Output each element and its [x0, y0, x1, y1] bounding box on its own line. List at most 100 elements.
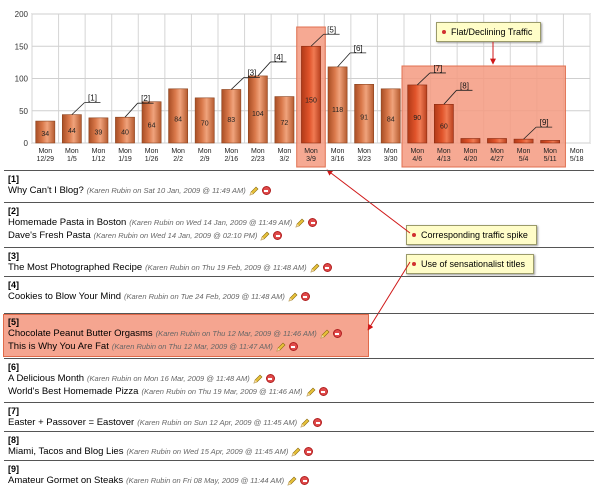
x-tick-label: 4/27 — [490, 156, 504, 163]
entry-group: [7] Easter + Passover = Eastover (Karen Ru… — [4, 402, 594, 428]
delete-icon[interactable] — [261, 186, 271, 195]
bar-value-label: 34 — [41, 131, 49, 138]
edit-pencil-icon[interactable] — [300, 418, 310, 428]
delete-icon[interactable] — [313, 418, 323, 427]
edit-pencil-icon[interactable] — [253, 374, 263, 384]
post-title[interactable]: Cookies to Blow Your Mind — [8, 291, 122, 302]
x-tick-label: 1/12 — [92, 156, 106, 163]
post-entry: World's Best Homemade Pizza (Karen Rubin … — [8, 386, 328, 397]
bar — [194, 97, 215, 144]
delete-icon[interactable] — [300, 476, 310, 485]
x-tick-label: Mon — [357, 148, 371, 155]
bar — [380, 88, 401, 144]
annotation-label: [9] — [540, 118, 549, 127]
edit-pencil-icon[interactable] — [260, 231, 270, 241]
post-meta: (Karen Rubin on Thu 12 Mar, 2009 @ 11:47… — [111, 342, 273, 351]
x-tick-label: 3/9 — [306, 156, 316, 163]
x-tick-label: Mon — [198, 148, 212, 155]
edit-pencil-icon[interactable] — [320, 329, 330, 339]
post-meta: (Karen Rubin on Thu 19 Mar, 2009 @ 11:46… — [141, 387, 303, 396]
x-tick-label: Mon — [118, 148, 132, 155]
edit-pencil-icon[interactable] — [310, 263, 320, 273]
bar-value-label: 84 — [387, 117, 395, 124]
x-tick-label: 2/9 — [200, 156, 210, 163]
edit-pencil-icon[interactable] — [295, 218, 305, 228]
edit-pencil-icon[interactable] — [249, 186, 259, 196]
post-title[interactable]: Homemade Pasta in Boston — [8, 217, 127, 228]
post-meta: (Karen Rubin on Wed 14 Jan, 2009 @ 11:49… — [129, 218, 293, 227]
bar — [460, 138, 481, 144]
post-title[interactable]: Miami, Tacos and Blog Lies — [8, 446, 124, 457]
annotation-label: [1] — [88, 94, 97, 103]
x-tick-label: 2/16 — [224, 156, 238, 163]
x-tick-label: Mon — [331, 148, 345, 155]
post-title[interactable]: Easter + Passover = Eastover — [8, 417, 135, 428]
delete-icon[interactable] — [308, 218, 318, 227]
x-tick-label: 4/13 — [437, 156, 451, 163]
x-tick-label: Mon — [171, 148, 185, 155]
post-title[interactable]: Amateur Gormet on Steaks — [8, 475, 124, 486]
delete-icon[interactable] — [265, 374, 275, 383]
callout-flat-traffic: Flat/Declining Traffic — [436, 22, 542, 42]
annotation-label: [7] — [433, 64, 442, 73]
x-tick-label: Mon — [384, 148, 398, 155]
bar-value-label: 150 — [305, 97, 317, 104]
x-tick-label: Mon — [145, 148, 159, 155]
x-tick-label: 5/18 — [570, 156, 584, 163]
post-title[interactable]: Dave's Fresh Pasta — [8, 230, 91, 241]
delete-icon[interactable] — [300, 292, 310, 301]
x-tick-label: 3/16 — [331, 156, 345, 163]
delete-icon[interactable] — [288, 342, 298, 351]
annotation-label: [3] — [247, 68, 256, 77]
post-entry: Miami, Tacos and Blog Lies (Karen Rubin o… — [8, 446, 314, 457]
bar-value-label: 60 — [440, 124, 448, 131]
post-entry: Dave's Fresh Pasta (Karen Rubin on Wed 14… — [8, 230, 283, 241]
y-tick-label: 150 — [15, 42, 29, 51]
post-title[interactable]: The Most Photographed Recipe — [8, 262, 143, 273]
edit-pencil-icon[interactable] — [306, 387, 316, 397]
delete-icon[interactable] — [304, 447, 314, 456]
x-tick-label: Mon — [490, 148, 504, 155]
edit-pencil-icon[interactable] — [276, 342, 286, 352]
bar — [247, 75, 268, 144]
post-entry: Easter + Passover = Eastover (Karen Rubin… — [8, 417, 323, 428]
entry-group: [4] Cookies to Blow Your Mind (Karen Rubin… — [4, 276, 594, 302]
post-title[interactable]: This is Why You Are Fat — [8, 341, 109, 352]
bar — [513, 138, 534, 144]
x-tick-label: Mon — [251, 148, 265, 155]
x-tick-label: 5/11 — [544, 156, 557, 163]
edit-pencil-icon[interactable] — [288, 292, 298, 302]
post-entry: The Most Photographed Recipe (Karen Rubin… — [8, 262, 332, 273]
post-title[interactable]: Why Can't I Blog? — [8, 185, 84, 196]
edit-pencil-icon[interactable] — [287, 476, 297, 486]
x-tick-label: Mon — [278, 148, 292, 155]
post-title[interactable]: World's Best Homemade Pizza — [8, 386, 139, 397]
post-title[interactable]: A Delicious Month — [8, 373, 85, 384]
entry-group: [5] Chocolate Peanut Butter Orgasms (Karen… — [4, 313, 594, 352]
x-tick-label: Mon — [570, 148, 584, 155]
entry-number: [3] — [8, 251, 19, 261]
entry-number: [9] — [8, 464, 19, 474]
edit-pencil-icon[interactable] — [291, 447, 301, 457]
delete-icon[interactable] — [322, 263, 332, 272]
post-title[interactable]: Chocolate Peanut Butter Orgasms — [8, 328, 153, 339]
delete-icon[interactable] — [318, 387, 328, 396]
annotation-label: [2] — [141, 94, 150, 103]
post-entry: A Delicious Month (Karen Rubin on Mon 16 … — [8, 373, 275, 384]
post-meta: (Karen Rubin on Thu 12 Mar, 2009 @ 11:46… — [155, 329, 317, 338]
x-tick-label: 3/23 — [357, 156, 371, 163]
callout-sensationalist-titles: Use of sensationalist titles — [406, 254, 535, 274]
bar-value-label: 64 — [148, 122, 156, 129]
delete-icon[interactable] — [273, 231, 283, 240]
annotation-leader — [310, 33, 324, 47]
bar-value-label: 104 — [252, 111, 264, 118]
delete-icon[interactable] — [332, 329, 342, 338]
bar — [301, 45, 321, 144]
x-tick-label: Mon — [38, 148, 52, 155]
post-meta: (Karen Rubin on Mon 16 Mar, 2009 @ 11:48… — [87, 374, 250, 383]
bar — [141, 101, 162, 144]
annotation-leader — [417, 72, 431, 86]
post-entry: Homemade Pasta in Boston (Karen Rubin on … — [8, 217, 318, 228]
entry-group: [8] Miami, Tacos and Blog Lies (Karen Rubi… — [4, 431, 594, 457]
bar — [487, 138, 507, 144]
